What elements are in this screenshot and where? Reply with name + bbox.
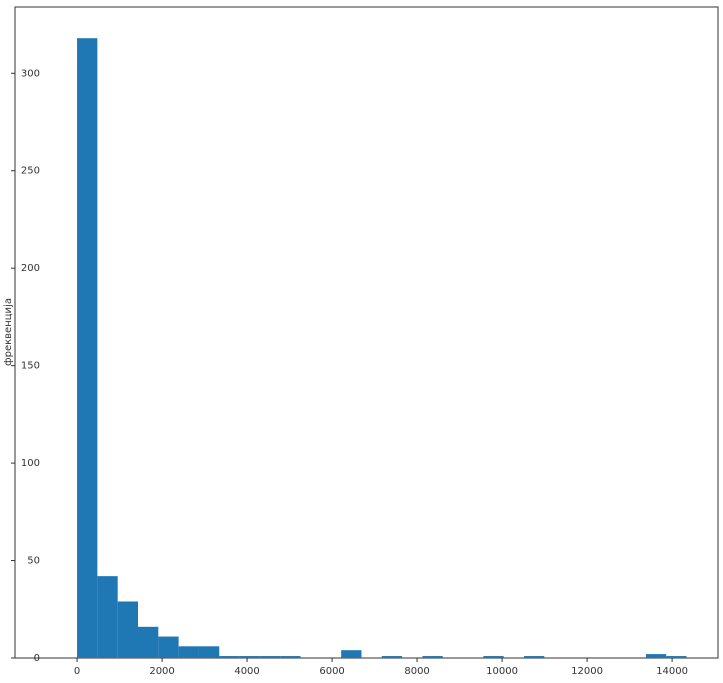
bar xyxy=(77,38,98,659)
x-tick-label: 4000 xyxy=(234,666,259,677)
x-tick-label: 6000 xyxy=(319,666,344,677)
bar xyxy=(280,656,301,658)
x-tick-label: 8000 xyxy=(404,666,429,677)
y-tick-label: 50 xyxy=(27,556,40,567)
bar xyxy=(645,654,667,658)
x-tick-label: 2000 xyxy=(149,666,174,677)
bar xyxy=(259,656,281,658)
plot-frame xyxy=(14,6,719,659)
y-tick-label: 100 xyxy=(21,458,40,469)
bar xyxy=(178,646,199,658)
x-tick-label: 10000 xyxy=(486,666,518,677)
bar xyxy=(219,656,240,658)
bar xyxy=(341,650,362,658)
bar xyxy=(158,636,179,658)
bar xyxy=(524,656,545,658)
y-tick-label: 300 xyxy=(21,68,40,79)
bar xyxy=(198,646,220,658)
x-tick-label: 14000 xyxy=(656,666,688,677)
bar xyxy=(483,656,504,658)
bar xyxy=(422,656,443,658)
x-tick-label: 0 xyxy=(74,666,80,677)
y-tick-label: 150 xyxy=(21,361,40,372)
y-axis-label: фреквенција xyxy=(2,298,14,366)
bar xyxy=(138,626,159,658)
y-tick-label: 200 xyxy=(21,263,40,274)
bar xyxy=(666,656,687,658)
y-tick-label: 250 xyxy=(21,166,40,177)
bar xyxy=(381,656,403,658)
bar xyxy=(239,656,260,658)
bar xyxy=(97,576,118,658)
bar xyxy=(117,601,139,658)
y-tick-label: 0 xyxy=(34,653,40,664)
x-tick-label: 12000 xyxy=(571,666,603,677)
